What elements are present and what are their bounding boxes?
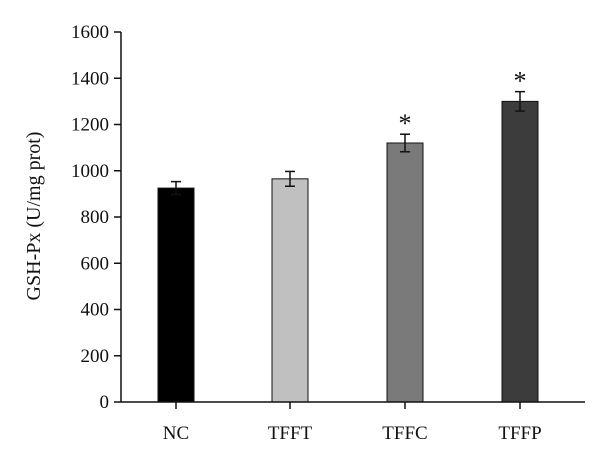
error-bar-nc	[171, 180, 181, 196]
bar-tffc	[386, 142, 424, 403]
significance-marker: *	[514, 67, 527, 96]
y-tick-label: 600	[81, 253, 110, 274]
bar-tfft	[271, 178, 309, 403]
bars-group: **	[157, 67, 539, 403]
y-tick-label: 1000	[71, 161, 109, 182]
significance-marker: *	[399, 109, 412, 138]
x-tick-label: TFFP	[498, 423, 541, 444]
y-tick-label: 0	[100, 392, 110, 413]
y-tick-label: 1400	[71, 68, 109, 89]
y-tick-label: 400	[81, 300, 110, 321]
y-axis: 0 200 400 600 800 1000 1200 1400 1600	[71, 22, 122, 413]
error-bar-tffc	[400, 133, 410, 153]
x-tick-label: TFFC	[382, 423, 427, 444]
y-tick-label: 800	[81, 207, 110, 228]
bar-nc	[157, 187, 195, 403]
bar-tffp	[501, 100, 539, 403]
y-tick-label: 1200	[71, 115, 109, 136]
y-axis-label: GSH-Px (U/mg prot)	[23, 132, 45, 301]
error-bar-tffp	[515, 90, 525, 112]
x-tick-label: NC	[163, 423, 189, 444]
error-bar-tfft	[285, 170, 295, 187]
x-axis: NC TFFT TFFC TFFP	[121, 401, 585, 444]
y-tick-label: 1600	[71, 22, 109, 43]
x-tick-label: TFFT	[268, 423, 313, 444]
y-tick-label: 200	[81, 346, 110, 367]
